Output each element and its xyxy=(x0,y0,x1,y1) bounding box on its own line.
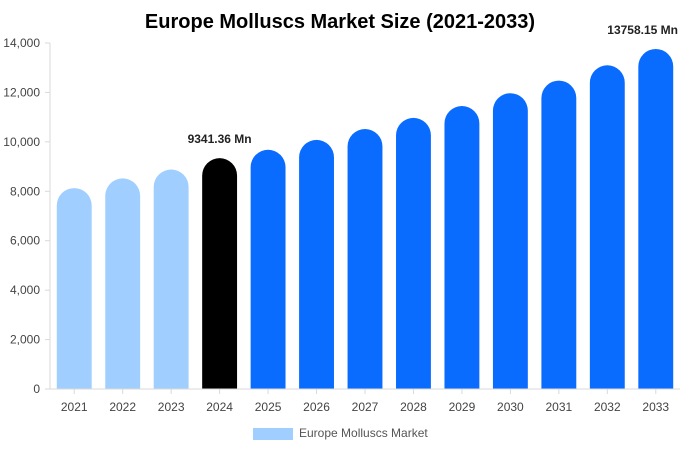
bar-2032 xyxy=(589,65,625,390)
y-tick-label: 12,000 xyxy=(3,85,40,99)
x-tick-label: 2026 xyxy=(303,400,330,414)
x-tick-label: 2031 xyxy=(545,400,572,414)
data-label-2033: 13758.15 Mn xyxy=(607,23,678,37)
x-axis: 2021 2022 2023 2024 2025 2026 2027 2028 2029 2030… xyxy=(50,388,680,414)
bar-2031 xyxy=(541,80,577,389)
y-tick-label: 6,000 xyxy=(10,234,40,248)
data-labels: 9341.36 Mn 13758.15 Mn xyxy=(188,23,678,146)
bar-2030 xyxy=(492,93,528,389)
bar-2024 xyxy=(202,158,238,389)
x-tick-label: 2025 xyxy=(255,400,282,414)
x-tick-label: 2030 xyxy=(497,400,524,414)
x-tick-label: 2033 xyxy=(642,400,669,414)
y-tick-label: 14,000 xyxy=(3,36,40,50)
y-tick-label: 2,000 xyxy=(10,333,40,347)
legend-swatch xyxy=(253,428,293,440)
bar-2029 xyxy=(444,106,480,389)
y-tick-label: 8,000 xyxy=(10,184,40,198)
bar-2022 xyxy=(105,178,141,389)
x-tick-label: 2023 xyxy=(158,400,185,414)
bar-2033 xyxy=(638,48,674,389)
legend-label: Europe Molluscs Market xyxy=(299,426,428,440)
x-tick-label: 2032 xyxy=(594,400,621,414)
x-tick-label: 2028 xyxy=(400,400,427,414)
x-tick-label: 2029 xyxy=(449,400,476,414)
legend: Europe Molluscs Market xyxy=(253,426,428,440)
bar-2025 xyxy=(250,149,286,389)
y-axis: 0 2,000 4,000 6,000 8,000 10,000 12,000 14,000 xyxy=(3,36,51,396)
y-tick-label: 0 xyxy=(33,382,40,396)
y-tick-label: 4,000 xyxy=(10,283,40,297)
bars xyxy=(56,48,674,390)
y-tick-label: 10,000 xyxy=(3,135,40,149)
x-tick-label: 2022 xyxy=(109,400,136,414)
data-label-2024: 9341.36 Mn xyxy=(188,132,252,146)
bar-2027 xyxy=(347,129,383,390)
bar-2023 xyxy=(153,169,189,389)
bar-2028 xyxy=(396,117,431,389)
x-tick-label: 2021 xyxy=(61,400,88,414)
bar-2026 xyxy=(299,139,334,389)
bar-2021 xyxy=(56,188,92,389)
x-tick-label: 2027 xyxy=(352,400,379,414)
chart-title: Europe Molluscs Market Size (2021-2033) xyxy=(145,11,535,33)
x-tick-label: 2024 xyxy=(206,400,233,414)
